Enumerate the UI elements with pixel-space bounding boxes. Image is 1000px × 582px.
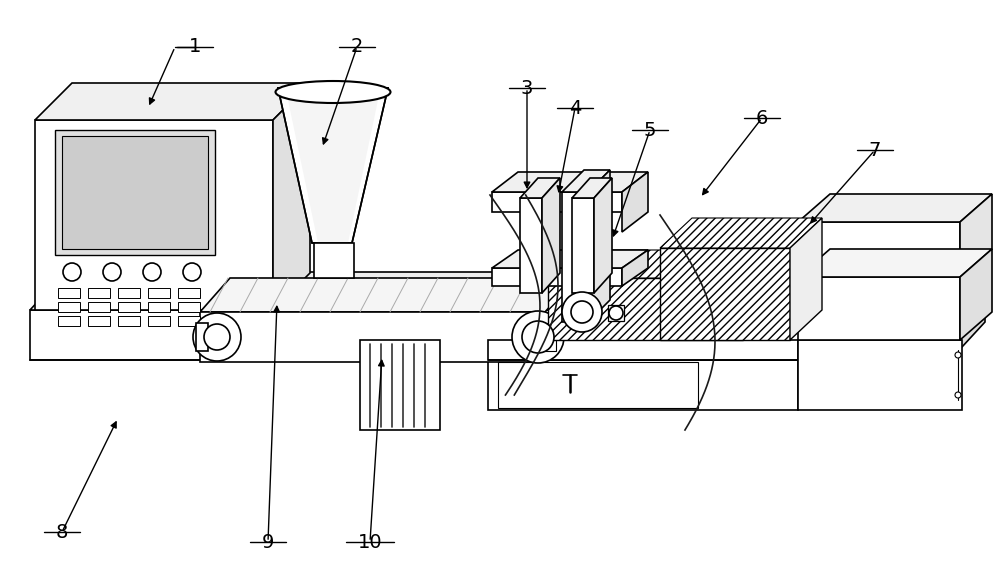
- Polygon shape: [492, 250, 648, 268]
- Circle shape: [955, 352, 961, 358]
- Polygon shape: [30, 272, 985, 310]
- Text: 8: 8: [56, 523, 68, 541]
- Bar: [148, 288, 170, 298]
- Bar: [360, 340, 440, 430]
- Polygon shape: [588, 170, 610, 322]
- Circle shape: [512, 311, 564, 363]
- Bar: [178, 316, 200, 326]
- Bar: [58, 302, 80, 312]
- Bar: [88, 316, 110, 326]
- Polygon shape: [594, 178, 612, 293]
- Polygon shape: [520, 178, 560, 198]
- Polygon shape: [548, 250, 775, 278]
- Polygon shape: [950, 272, 985, 360]
- Bar: [58, 288, 80, 298]
- Bar: [196, 323, 208, 351]
- Text: 10: 10: [358, 533, 382, 552]
- Text: 9: 9: [262, 533, 274, 552]
- Text: 6: 6: [756, 108, 768, 127]
- Bar: [572, 198, 594, 293]
- Text: 7: 7: [869, 140, 881, 159]
- Polygon shape: [960, 194, 992, 277]
- Polygon shape: [288, 100, 378, 243]
- Bar: [178, 302, 200, 312]
- Bar: [148, 316, 170, 326]
- Text: 3: 3: [521, 79, 533, 98]
- Polygon shape: [660, 218, 822, 248]
- Bar: [88, 302, 110, 312]
- Bar: [492, 268, 622, 286]
- Bar: [55, 130, 215, 255]
- Text: 5: 5: [644, 120, 656, 140]
- Bar: [660, 248, 790, 340]
- Bar: [88, 288, 110, 298]
- Bar: [62, 136, 208, 249]
- Polygon shape: [622, 172, 648, 232]
- Polygon shape: [798, 194, 992, 222]
- Polygon shape: [572, 178, 612, 198]
- Bar: [548, 278, 743, 340]
- Polygon shape: [492, 172, 648, 192]
- Ellipse shape: [276, 81, 390, 103]
- Bar: [488, 340, 798, 360]
- Polygon shape: [622, 250, 648, 286]
- Bar: [118, 316, 140, 326]
- Polygon shape: [960, 249, 992, 340]
- Text: 1: 1: [189, 37, 201, 56]
- Circle shape: [183, 263, 201, 281]
- Bar: [178, 288, 200, 298]
- Bar: [798, 222, 960, 277]
- Bar: [562, 192, 588, 322]
- Circle shape: [609, 306, 623, 320]
- Circle shape: [193, 313, 241, 361]
- Circle shape: [571, 301, 593, 323]
- Text: 2: 2: [351, 37, 363, 56]
- Polygon shape: [273, 83, 310, 310]
- Bar: [608, 305, 624, 321]
- Circle shape: [562, 292, 602, 332]
- Bar: [148, 302, 170, 312]
- Bar: [498, 362, 698, 408]
- Bar: [200, 312, 545, 362]
- Bar: [542, 323, 556, 351]
- Bar: [314, 243, 354, 278]
- Polygon shape: [35, 83, 310, 120]
- Circle shape: [143, 263, 161, 281]
- Bar: [798, 277, 960, 340]
- Bar: [492, 192, 622, 212]
- Bar: [35, 120, 273, 310]
- Polygon shape: [743, 250, 775, 340]
- Polygon shape: [798, 249, 992, 277]
- Polygon shape: [278, 88, 388, 243]
- Polygon shape: [790, 218, 822, 340]
- Bar: [118, 288, 140, 298]
- Text: 4: 4: [569, 98, 581, 118]
- Bar: [798, 340, 962, 410]
- Circle shape: [103, 263, 121, 281]
- Circle shape: [63, 263, 81, 281]
- Polygon shape: [200, 278, 575, 312]
- Polygon shape: [542, 178, 560, 293]
- Bar: [488, 360, 798, 410]
- Bar: [520, 198, 542, 293]
- Bar: [58, 316, 80, 326]
- Bar: [30, 310, 950, 360]
- Circle shape: [204, 324, 230, 350]
- Circle shape: [522, 321, 554, 353]
- Polygon shape: [562, 170, 610, 192]
- Circle shape: [955, 392, 961, 398]
- Bar: [118, 302, 140, 312]
